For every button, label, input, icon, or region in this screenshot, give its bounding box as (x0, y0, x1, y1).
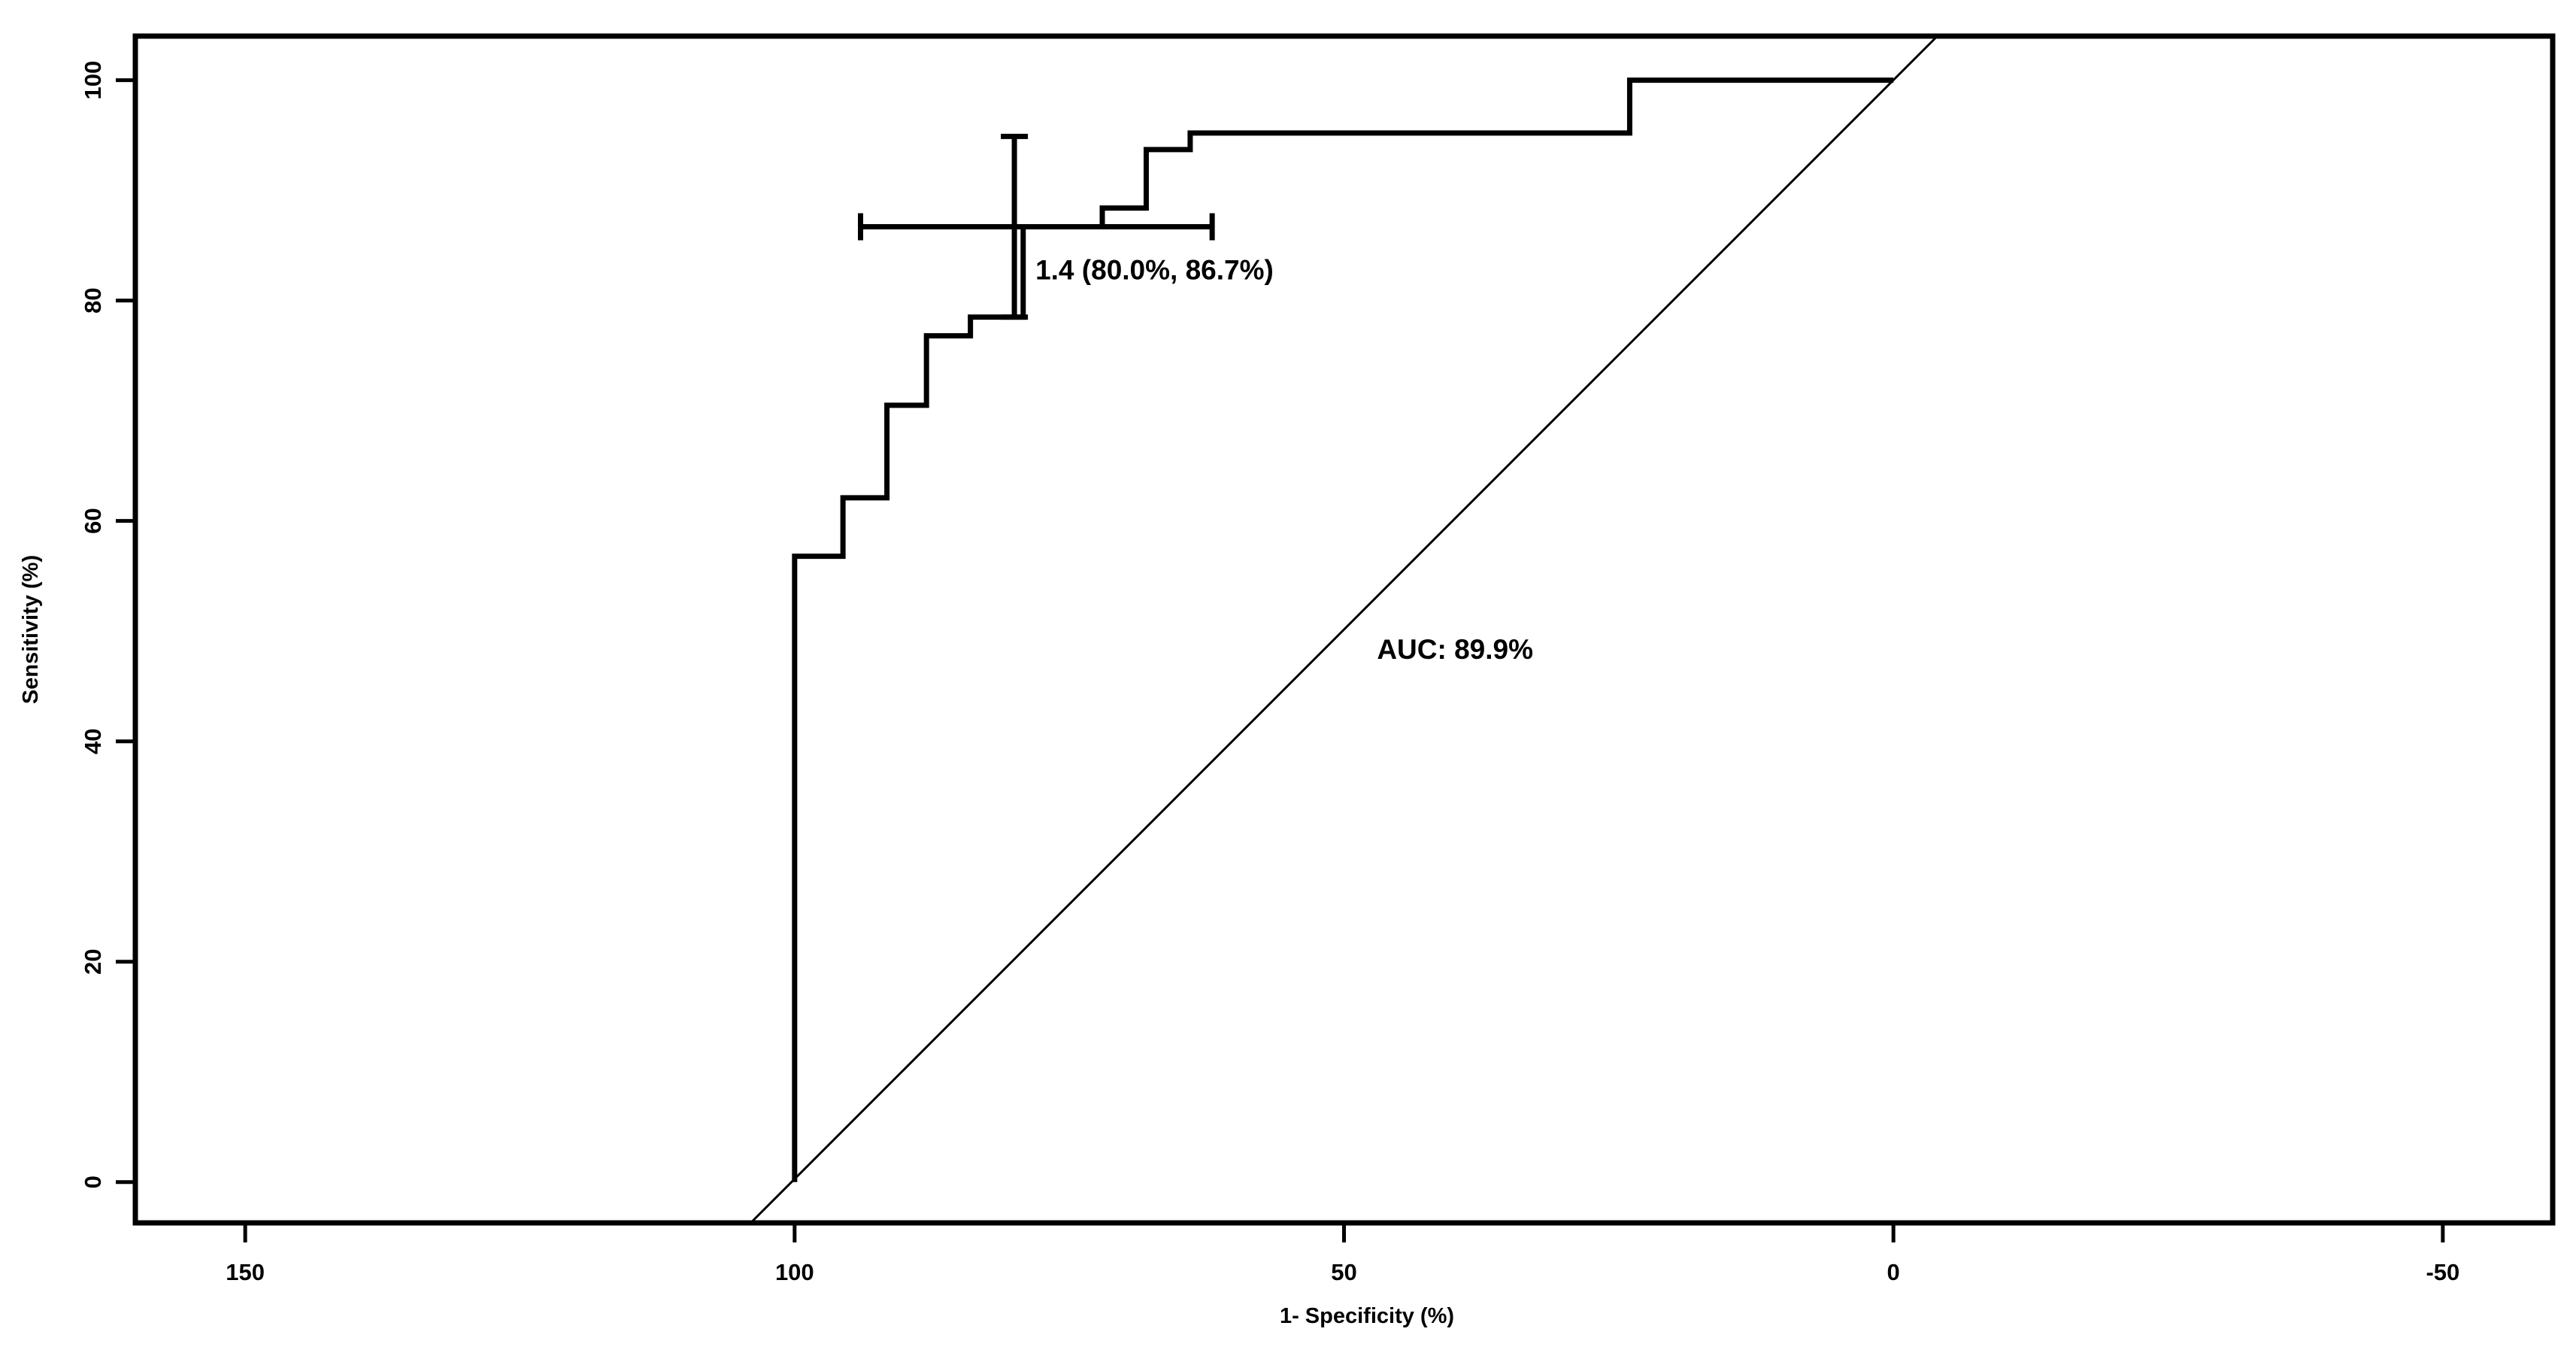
x-axis-title: 1- Specificity (%) (1280, 1304, 1454, 1328)
y-axis-ticks: 0 20 40 60 80 100 (80, 61, 135, 1188)
x-tick-label: 150 (226, 1259, 265, 1285)
y-tick-label: 60 (80, 508, 106, 533)
y-tick-label: 20 (80, 949, 106, 975)
y-tick-label: 100 (80, 61, 106, 100)
y-axis-title: Sensitivity (%) (19, 555, 43, 704)
y-tick-label: 40 (80, 728, 106, 754)
annotation-labels: 1.4 (80.0%, 86.7%) AUC: 89.9% (1035, 254, 1533, 664)
threshold-label: 1.4 (80.0%, 86.7%) (1035, 254, 1274, 285)
reference-diagonal-line (750, 35, 1938, 1224)
x-axis-ticks: 150 100 50 0 -50 (226, 1223, 2459, 1285)
x-tick-label: 100 (775, 1259, 814, 1285)
x-tick-label: -50 (2426, 1259, 2459, 1285)
reference-line-group (750, 35, 1938, 1224)
threshold-marker-group (858, 133, 1215, 320)
y-tick-label: 80 (80, 287, 106, 313)
x-tick-label: 0 (1887, 1259, 1900, 1285)
x-tick-label: 50 (1331, 1259, 1356, 1285)
y-tick-label: 0 (80, 1176, 106, 1188)
auc-annotation: AUC: 89.9% (1377, 634, 1533, 665)
